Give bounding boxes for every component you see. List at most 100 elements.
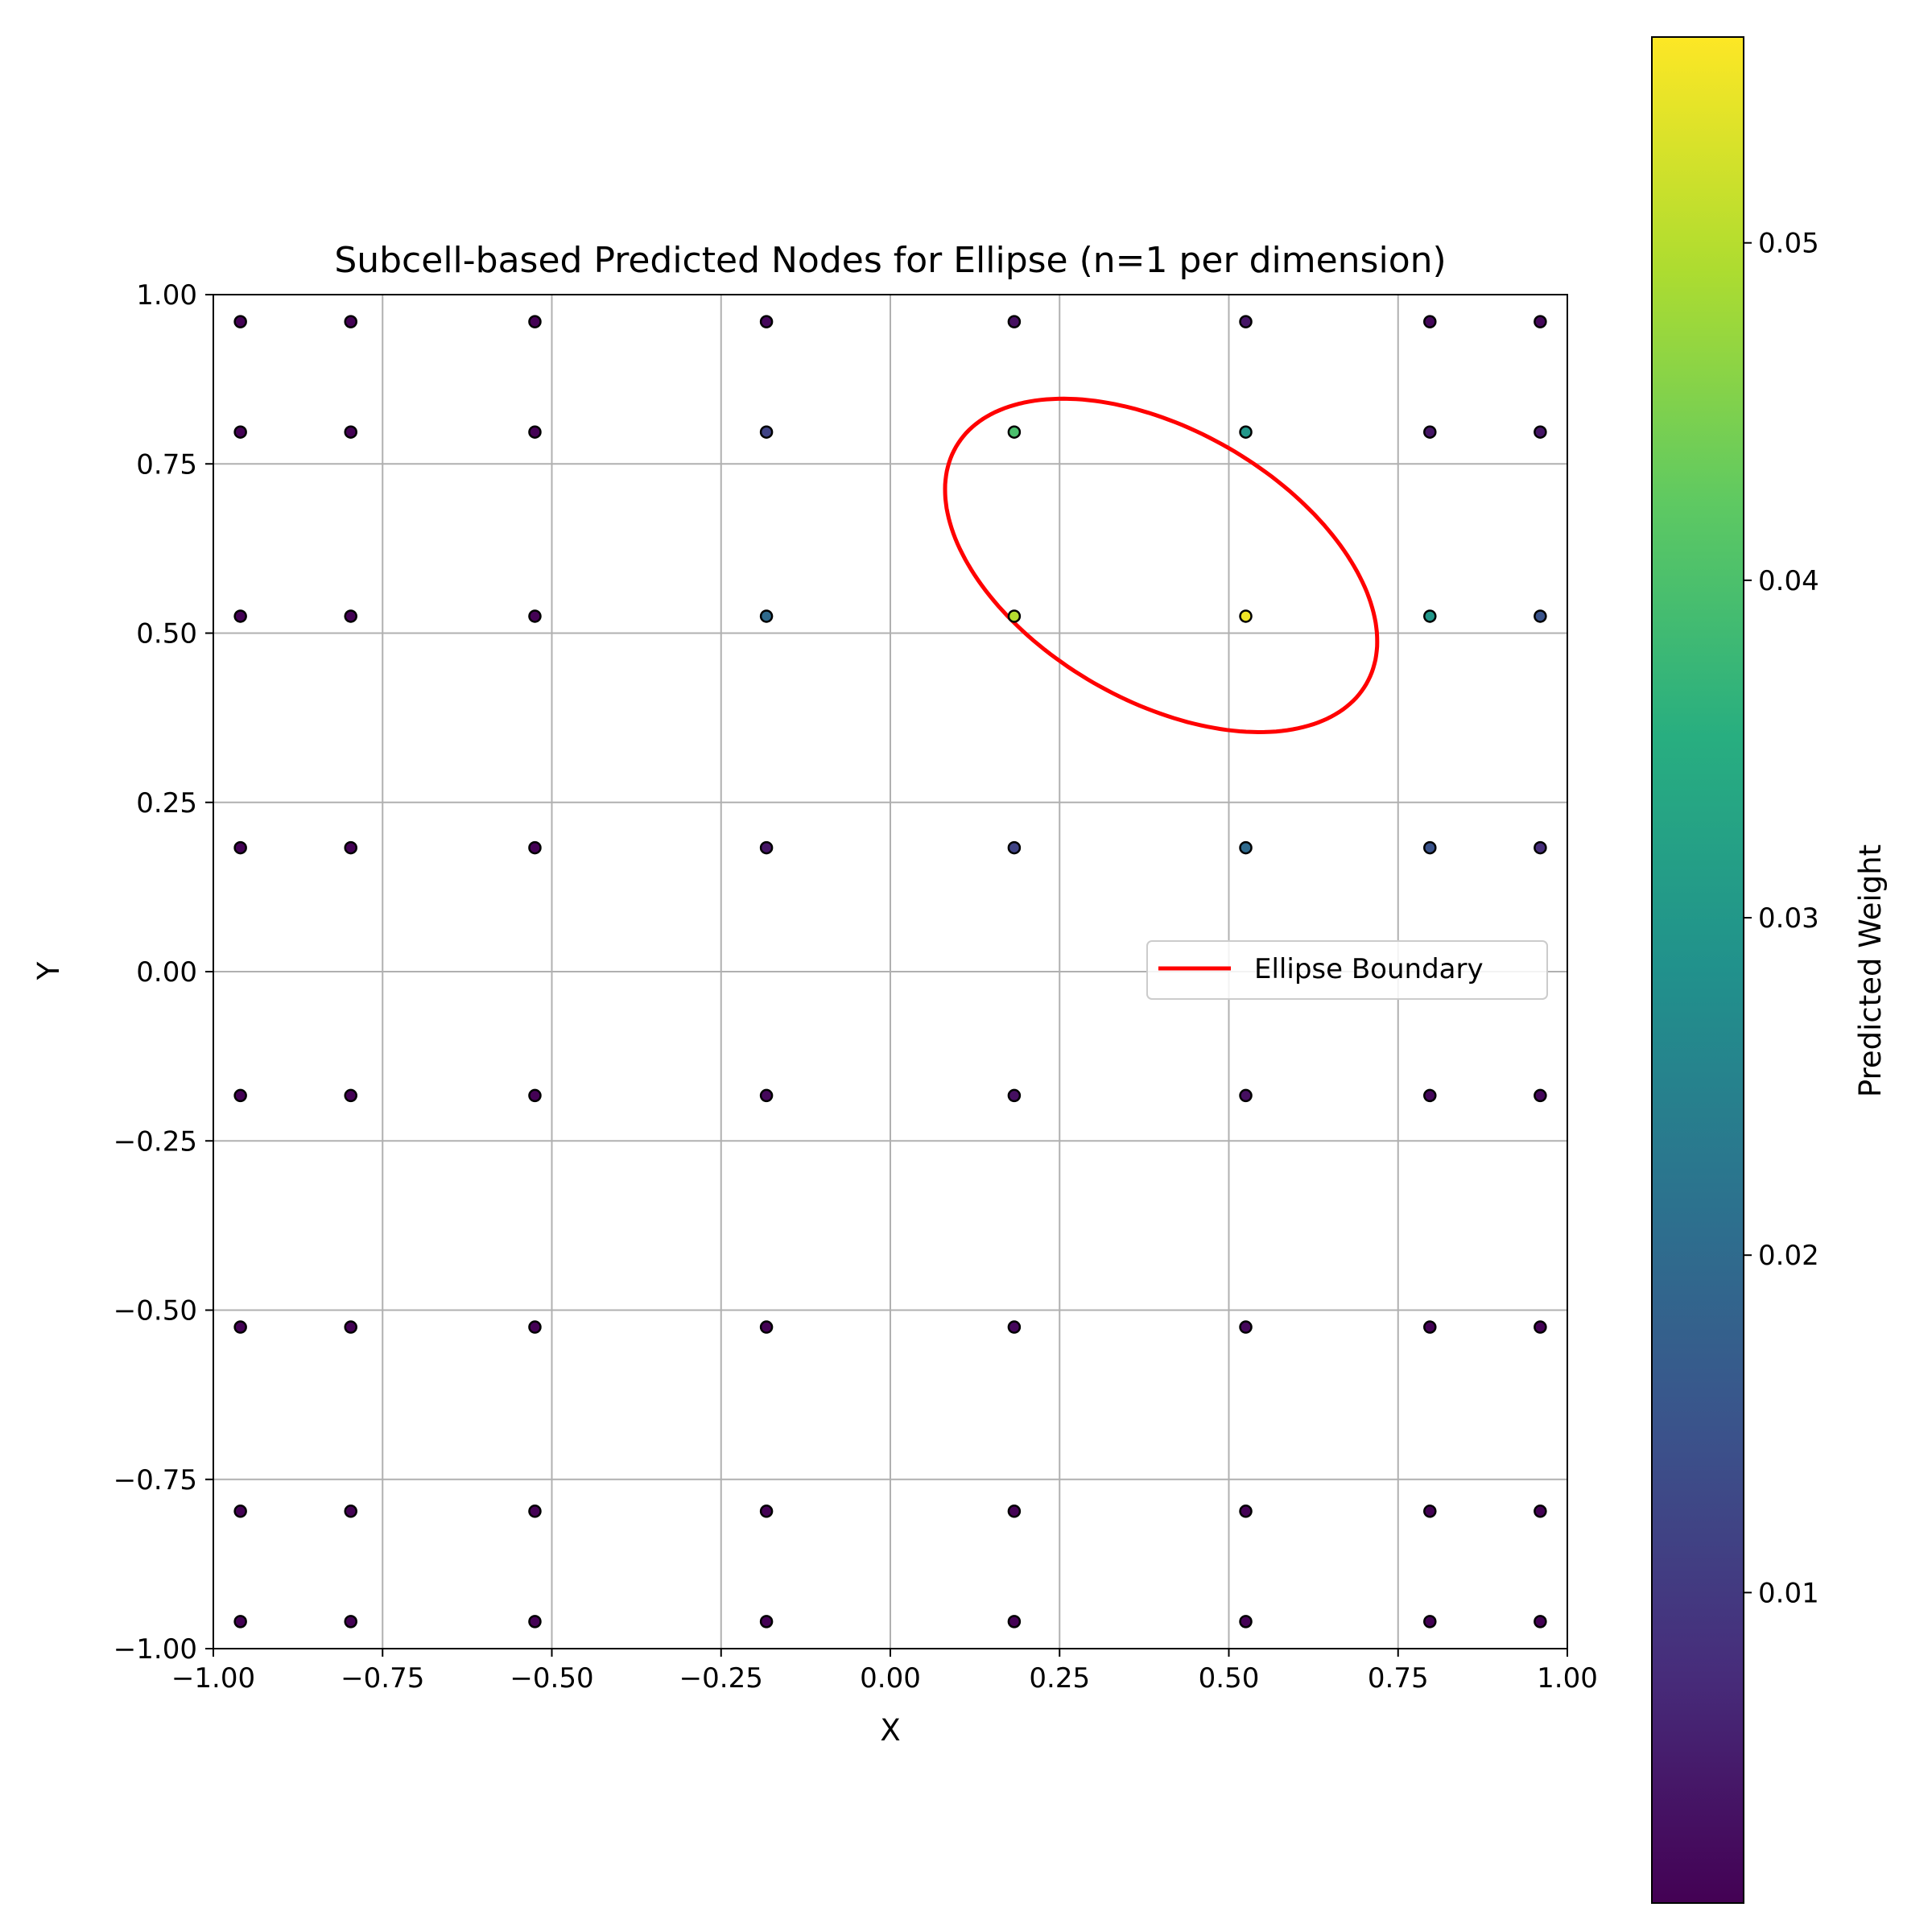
node-point-0-6 bbox=[1423, 315, 1437, 328]
node-point-1-3 bbox=[759, 425, 774, 439]
node-point-6-1 bbox=[344, 1505, 357, 1518]
node-point-2-4 bbox=[1007, 609, 1022, 623]
x-tick-label-5: 0.25 bbox=[1029, 1662, 1090, 1695]
node-point-4-2 bbox=[528, 1088, 542, 1103]
node-point-2-3 bbox=[759, 609, 774, 623]
node-point-4-4 bbox=[1007, 1088, 1022, 1103]
ellipse-layer bbox=[943, 396, 1380, 735]
node-point-0-1 bbox=[344, 315, 357, 328]
node-point-1-4 bbox=[1007, 425, 1022, 439]
y-axis-ticks: −1.00 −0.75 −0.50 −0.25 0.00 0.25 0.50 0.75 1.00 bbox=[114, 279, 213, 1666]
node-point-5-0 bbox=[233, 1320, 247, 1334]
x-tick-label-8: 1.00 bbox=[1537, 1662, 1598, 1695]
node-point-0-0 bbox=[233, 315, 247, 328]
node-point-3-2 bbox=[528, 840, 542, 855]
node-point-1-6 bbox=[1423, 425, 1437, 439]
chart-title: Subcell-based Predicted Nodes for Ellips… bbox=[334, 240, 1446, 281]
node-point-4-1 bbox=[344, 1088, 357, 1103]
node-point-7-4 bbox=[1007, 1615, 1022, 1629]
node-point-6-4 bbox=[1007, 1505, 1022, 1518]
node-point-2-5 bbox=[1239, 609, 1253, 623]
node-point-2-0 bbox=[233, 609, 247, 623]
node-point-6-6 bbox=[1423, 1505, 1437, 1518]
colorbar-tick-label-3: 0.04 bbox=[1758, 565, 1819, 597]
y-tick-label-0: −1.00 bbox=[114, 1633, 197, 1666]
node-point-4-5 bbox=[1239, 1088, 1253, 1103]
ellipse-boundary-line bbox=[943, 396, 1380, 735]
node-point-7-3 bbox=[759, 1615, 774, 1629]
node-point-3-6 bbox=[1423, 840, 1437, 855]
colorbar-tick-label-2: 0.03 bbox=[1758, 902, 1819, 935]
colorbar-tick-label-1: 0.02 bbox=[1758, 1240, 1819, 1272]
node-point-5-1 bbox=[344, 1320, 357, 1334]
node-point-4-6 bbox=[1423, 1088, 1437, 1103]
node-point-4-7 bbox=[1534, 1088, 1547, 1103]
x-tick-label-7: 0.75 bbox=[1368, 1662, 1429, 1695]
node-point-6-5 bbox=[1239, 1505, 1253, 1518]
y-tick-label-5: 0.25 bbox=[136, 787, 197, 819]
x-tick-label-3: −0.25 bbox=[679, 1662, 763, 1695]
x-tick-label-0: −1.00 bbox=[171, 1662, 255, 1695]
node-point-0-7 bbox=[1534, 315, 1547, 328]
x-axis-ticks: −1.00 −0.75 −0.50 −0.25 0.00 0.25 0.50 0.75 1.00 bbox=[171, 1649, 1598, 1695]
x-tick-label-2: −0.50 bbox=[510, 1662, 593, 1695]
node-point-7-0 bbox=[233, 1615, 247, 1629]
node-point-1-2 bbox=[528, 425, 542, 439]
y-tick-label-8: 1.00 bbox=[136, 279, 197, 312]
node-point-5-7 bbox=[1534, 1320, 1547, 1334]
y-tick-label-1: −0.75 bbox=[114, 1464, 197, 1496]
node-point-6-0 bbox=[233, 1505, 247, 1518]
y-tick-label-3: −0.25 bbox=[114, 1125, 197, 1158]
x-tick-label-1: −0.75 bbox=[341, 1662, 424, 1695]
node-point-3-1 bbox=[344, 840, 357, 855]
node-point-3-3 bbox=[759, 840, 774, 855]
y-tick-label-6: 0.50 bbox=[136, 618, 197, 650]
legend-entry-ellipse-boundary: Ellipse Boundary bbox=[1254, 953, 1484, 985]
y-axis-label: Y bbox=[31, 961, 66, 980]
colorbar-tick-label-4: 0.05 bbox=[1758, 228, 1819, 260]
node-point-5-3 bbox=[759, 1320, 774, 1334]
colorbar bbox=[1651, 36, 1744, 1904]
node-point-0-2 bbox=[528, 315, 542, 328]
colorbar-label: Predicted Weight bbox=[1853, 844, 1888, 1097]
node-point-4-3 bbox=[759, 1088, 774, 1103]
node-point-2-1 bbox=[344, 609, 357, 623]
node-points bbox=[233, 315, 1547, 1629]
node-point-1-7 bbox=[1534, 425, 1547, 439]
node-point-2-6 bbox=[1423, 609, 1437, 623]
node-point-2-7 bbox=[1534, 609, 1547, 623]
node-point-7-5 bbox=[1239, 1615, 1253, 1629]
node-point-5-6 bbox=[1423, 1320, 1437, 1334]
colorbar-ticks: 0.01 0.02 0.03 0.04 0.05 bbox=[1744, 228, 1819, 1609]
node-point-7-1 bbox=[344, 1615, 357, 1629]
y-tick-label-2: −0.50 bbox=[114, 1295, 197, 1327]
node-point-1-5 bbox=[1239, 425, 1253, 439]
node-point-0-4 bbox=[1007, 315, 1022, 328]
node-point-7-7 bbox=[1534, 1615, 1547, 1629]
node-point-3-0 bbox=[233, 840, 247, 855]
node-point-6-7 bbox=[1534, 1505, 1547, 1518]
x-tick-label-4: 0.00 bbox=[860, 1662, 921, 1695]
node-point-3-7 bbox=[1534, 840, 1547, 855]
y-tick-label-7: 0.75 bbox=[136, 448, 197, 481]
node-point-7-2 bbox=[528, 1615, 542, 1629]
node-point-2-2 bbox=[528, 609, 542, 623]
node-point-7-6 bbox=[1423, 1615, 1437, 1629]
node-point-6-2 bbox=[528, 1505, 542, 1518]
x-axis-label: X bbox=[880, 1713, 900, 1748]
node-point-3-5 bbox=[1239, 840, 1253, 855]
node-point-3-4 bbox=[1007, 840, 1022, 855]
node-point-1-1 bbox=[344, 425, 357, 439]
node-point-4-0 bbox=[233, 1088, 247, 1103]
node-point-1-0 bbox=[233, 425, 247, 439]
y-tick-label-4: 0.00 bbox=[136, 956, 197, 989]
node-point-0-5 bbox=[1239, 315, 1253, 328]
x-tick-label-6: 0.50 bbox=[1199, 1662, 1260, 1695]
legend: Ellipse Boundary bbox=[1146, 940, 1548, 1000]
colorbar-tick-label-0: 0.01 bbox=[1758, 1577, 1819, 1609]
node-point-6-3 bbox=[759, 1505, 774, 1518]
node-point-0-3 bbox=[759, 315, 774, 328]
legend-frame bbox=[1146, 940, 1548, 1000]
